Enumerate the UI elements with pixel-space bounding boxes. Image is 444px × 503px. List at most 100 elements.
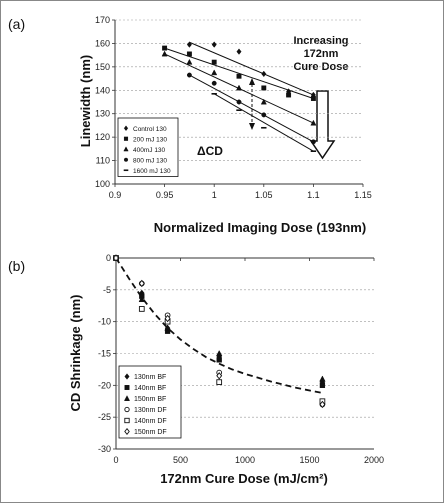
delta-cd-arrow xyxy=(249,78,255,130)
panel-b-label: (b) xyxy=(8,258,25,274)
y-tick-label-2: 120 xyxy=(95,132,110,142)
y-tick-label-2: -10 xyxy=(98,317,111,327)
legend-marker-1 xyxy=(124,385,130,390)
x-tick-label-2: 1 xyxy=(212,190,217,200)
panel-b-ylabel: CD Shrinkage (nm) xyxy=(68,294,83,411)
fit-line-1 xyxy=(164,47,314,99)
point-0-2 xyxy=(236,48,242,55)
y-tick-label-1: 110 xyxy=(96,156,110,166)
point-1-6 xyxy=(310,96,316,101)
legend-label-0: 130nm BF xyxy=(134,374,166,381)
y-tick-label-5: 150 xyxy=(95,62,110,72)
point-1-3 xyxy=(236,73,242,79)
legend-label-1: 200 mJ 130 xyxy=(133,136,167,143)
point-1-4 xyxy=(261,85,267,91)
fit-line-4 xyxy=(213,93,314,152)
delta-cd-label: ΔCD xyxy=(197,144,223,158)
point-0-3 xyxy=(261,70,267,78)
point-2-2 xyxy=(211,69,218,76)
y-tick-label-4: 140 xyxy=(95,85,110,95)
point-5-0 xyxy=(113,254,119,262)
legend-marker-0 xyxy=(123,125,129,132)
increasing-line-1: Increasing xyxy=(293,35,348,47)
point-3-2 xyxy=(236,99,242,105)
legend-marker-2 xyxy=(123,146,129,152)
legend-box xyxy=(117,117,179,177)
point-2-1 xyxy=(138,295,146,303)
x-tick-label-5: 1.15 xyxy=(354,190,372,200)
legend-label-3: 800 mJ 130 xyxy=(133,157,167,164)
x-tick-label-1: 0.95 xyxy=(156,190,174,200)
legend-label-3: 130nm DF xyxy=(134,407,167,414)
legend-marker-1 xyxy=(123,136,129,141)
legend-label-2: 150nm BF xyxy=(134,396,166,403)
point-2-3 xyxy=(215,349,223,357)
point-3-1 xyxy=(211,80,217,86)
point-5-4 xyxy=(319,400,326,409)
point-5-3 xyxy=(216,372,223,380)
legend-box xyxy=(118,365,182,439)
legend-label-0: Control 130 xyxy=(133,126,167,133)
point-2-4 xyxy=(260,98,267,105)
x-tick-label-0: 0.9 xyxy=(109,190,122,200)
point-0-1 xyxy=(211,41,217,48)
point-2-3 xyxy=(235,84,243,91)
legend-label-2: 400mJ 130 xyxy=(133,147,166,154)
legend: 130nm BF 140nm BF 150nm BF 130nm DF 140nm DF… xyxy=(118,365,182,439)
y-tick-label-0: 100 xyxy=(95,179,110,189)
fit-line-3 xyxy=(189,74,314,143)
legend-marker-4 xyxy=(124,417,130,424)
increasing-line-2: 172nm xyxy=(304,48,339,60)
legend: Control 130 200 mJ 130 400mJ 130 800 mJ 130… xyxy=(117,117,179,177)
panel-a-label: (a) xyxy=(8,16,25,32)
y-tick-label-6: 160 xyxy=(95,38,110,48)
y-tick-label-3: -15 xyxy=(98,349,111,359)
x-tick-label-4: 1.1 xyxy=(307,190,320,200)
point-1-2 xyxy=(211,59,217,65)
y-tick-label-4: -20 xyxy=(98,380,111,390)
point-2-0 xyxy=(161,50,168,57)
panel-a-plot: 100 110 120 130 140 150 160 170 0.9 0.95 1 1.05 1.1 1… xyxy=(95,15,372,200)
legend-marker-3 xyxy=(124,406,130,413)
x-tick-label-2: 1000 xyxy=(235,455,255,465)
y-tick-label-3: 130 xyxy=(95,109,110,119)
point-3-3 xyxy=(261,112,267,118)
point-1-5 xyxy=(286,92,292,98)
panel-a-ylabel: Linewidth (nm) xyxy=(78,55,93,147)
legend-label-1: 140nm BF xyxy=(134,385,166,392)
point-3-4 xyxy=(310,139,316,145)
legend-marker-2 xyxy=(123,395,131,401)
point-4-1 xyxy=(138,306,145,312)
point-1-0 xyxy=(162,45,168,51)
point-3-0 xyxy=(186,72,192,78)
point-2-1 xyxy=(186,58,193,65)
point-1-1 xyxy=(186,51,192,57)
panel-b-plot: 0-5-10-15-20-25-300 500 1000 1500 2000130nm … xyxy=(98,253,384,465)
y-tick-label-7: 170 xyxy=(95,15,110,25)
point-2-2 xyxy=(164,324,171,331)
y-tick-label-5: -25 xyxy=(98,412,111,422)
x-tick-label-3: 1.05 xyxy=(255,190,273,200)
panel-a-xlabel: Normalized Imaging Dose (193nm) xyxy=(154,220,366,235)
point-5-2 xyxy=(164,314,171,323)
y-tick-label-0: 0 xyxy=(106,253,111,263)
legend-marker-0 xyxy=(124,373,130,380)
point-2-4 xyxy=(319,375,326,382)
point-0-0 xyxy=(186,41,192,48)
x-tick-label-4: 2000 xyxy=(364,455,384,465)
point-1-4 xyxy=(319,382,326,388)
increasing-annotation: Increasing 172nm Cure Dose xyxy=(293,35,348,73)
legend-label-4: 140nm DF xyxy=(134,418,167,425)
legend-label-4: 1600 mJ 130 xyxy=(133,168,171,175)
x-tick-label-3: 1500 xyxy=(299,455,319,465)
point-1-3 xyxy=(216,357,222,363)
y-tick-label-6: -30 xyxy=(98,444,111,454)
fit-line-0 xyxy=(189,41,314,96)
legend-label-5: 150nm DF xyxy=(134,429,167,436)
point-4-3 xyxy=(216,379,223,386)
panel-b-xlabel: 172nm Cure Dose (mJ/cm²) xyxy=(160,471,328,486)
point-5-1 xyxy=(138,279,145,288)
